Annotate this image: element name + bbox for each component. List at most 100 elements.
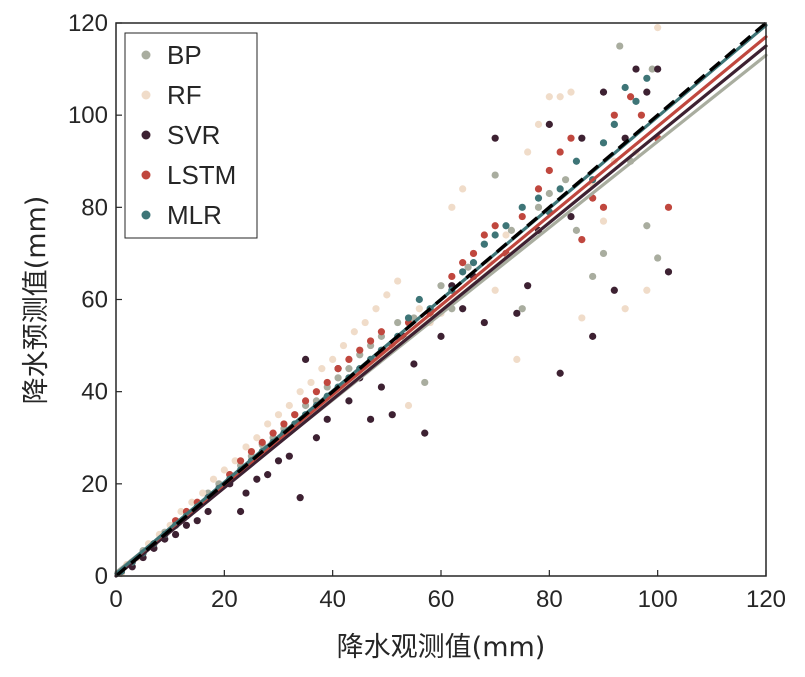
point-rf bbox=[209, 475, 218, 483]
x-tick-label: 100 bbox=[638, 586, 678, 613]
point-mlr bbox=[491, 231, 499, 239]
y-tick-label: 20 bbox=[81, 471, 108, 498]
point-bp bbox=[654, 254, 662, 262]
point-rf bbox=[448, 203, 456, 211]
point-mlr bbox=[469, 259, 478, 267]
x-tick-label: 20 bbox=[211, 586, 238, 613]
point-bp bbox=[648, 65, 656, 73]
fit-line-svr bbox=[114, 44, 768, 578]
point-mlr bbox=[404, 314, 413, 322]
point-svr bbox=[524, 282, 532, 290]
y-tick-label: 100 bbox=[68, 102, 108, 129]
fit-lines-layer bbox=[114, 21, 768, 578]
point-lstm bbox=[459, 259, 467, 267]
point-svr bbox=[296, 494, 304, 502]
point-lstm bbox=[534, 185, 543, 193]
point-rf bbox=[524, 148, 532, 156]
point-rf bbox=[654, 24, 662, 32]
point-svr bbox=[312, 434, 321, 442]
point-svr bbox=[388, 411, 396, 419]
point-rf bbox=[545, 93, 553, 101]
point-bp bbox=[643, 222, 651, 230]
point-svr bbox=[513, 309, 521, 317]
point-rf bbox=[307, 378, 315, 387]
x-tick-label: 120 bbox=[746, 586, 786, 613]
point-mlr bbox=[632, 97, 640, 105]
point-lstm bbox=[567, 134, 575, 142]
point-bp bbox=[599, 249, 608, 258]
point-mlr bbox=[518, 203, 526, 211]
point-svr bbox=[589, 332, 597, 340]
point-lstm bbox=[545, 166, 553, 175]
point-svr bbox=[193, 517, 201, 525]
point-rf bbox=[242, 443, 250, 451]
point-mlr bbox=[621, 83, 629, 92]
point-svr bbox=[643, 88, 651, 96]
y-tick-label: 80 bbox=[81, 194, 108, 221]
point-mlr bbox=[556, 185, 564, 193]
point-rf bbox=[296, 388, 304, 396]
point-rf bbox=[404, 401, 413, 410]
legend-label-rf: RF bbox=[167, 80, 202, 110]
point-bp bbox=[518, 305, 526, 313]
point-rf bbox=[502, 231, 510, 239]
point-mlr bbox=[534, 194, 543, 202]
point-lstm bbox=[377, 328, 386, 336]
point-svr bbox=[437, 332, 445, 340]
point-svr bbox=[480, 318, 488, 327]
point-rf bbox=[220, 466, 228, 474]
reference-line-1to1 bbox=[114, 21, 768, 578]
y-tick-label: 60 bbox=[81, 287, 108, 314]
point-bp bbox=[491, 171, 499, 179]
point-svr bbox=[274, 457, 283, 465]
point-bp bbox=[437, 282, 445, 290]
point-bp bbox=[464, 263, 472, 271]
point-lstm bbox=[356, 346, 364, 354]
point-svr bbox=[578, 134, 586, 142]
point-svr bbox=[459, 305, 467, 313]
point-svr bbox=[664, 268, 673, 276]
point-lstm bbox=[448, 272, 456, 281]
point-mlr bbox=[502, 222, 510, 230]
point-rf bbox=[274, 411, 283, 419]
point-rf bbox=[556, 93, 564, 101]
point-bp bbox=[334, 374, 342, 382]
point-bp bbox=[561, 176, 570, 184]
point-mlr bbox=[459, 268, 467, 276]
point-lstm bbox=[258, 438, 266, 446]
legend-marker-lstm bbox=[141, 170, 151, 180]
point-svr bbox=[264, 471, 272, 479]
point-rf bbox=[339, 341, 348, 350]
point-bp bbox=[345, 365, 353, 373]
point-rf bbox=[534, 120, 543, 128]
point-rf bbox=[199, 489, 207, 497]
point-svr bbox=[182, 521, 191, 529]
legend-marker-svr bbox=[141, 130, 151, 140]
point-rf bbox=[643, 286, 651, 294]
point-rf bbox=[264, 420, 272, 428]
point-svr bbox=[242, 489, 250, 497]
point-mlr bbox=[572, 157, 581, 165]
point-svr bbox=[204, 507, 212, 516]
point-svr bbox=[323, 415, 331, 423]
point-svr bbox=[377, 383, 386, 391]
point-lstm bbox=[323, 378, 331, 387]
point-lstm bbox=[626, 93, 635, 101]
point-rf bbox=[361, 318, 369, 327]
point-lstm bbox=[236, 457, 245, 465]
point-mlr bbox=[599, 139, 608, 147]
point-lstm bbox=[599, 203, 608, 211]
point-svr bbox=[421, 429, 429, 437]
point-rf bbox=[599, 217, 608, 225]
point-svr bbox=[301, 355, 310, 364]
point-rf bbox=[513, 355, 521, 364]
point-lstm bbox=[518, 212, 526, 221]
point-svr bbox=[253, 475, 261, 483]
x-tick-label: 40 bbox=[319, 586, 346, 613]
point-rf bbox=[621, 305, 629, 313]
point-mlr bbox=[480, 240, 488, 248]
y-tick-label: 40 bbox=[81, 379, 108, 406]
point-svr bbox=[567, 212, 575, 221]
point-lstm bbox=[280, 420, 288, 428]
point-bp bbox=[616, 42, 624, 50]
